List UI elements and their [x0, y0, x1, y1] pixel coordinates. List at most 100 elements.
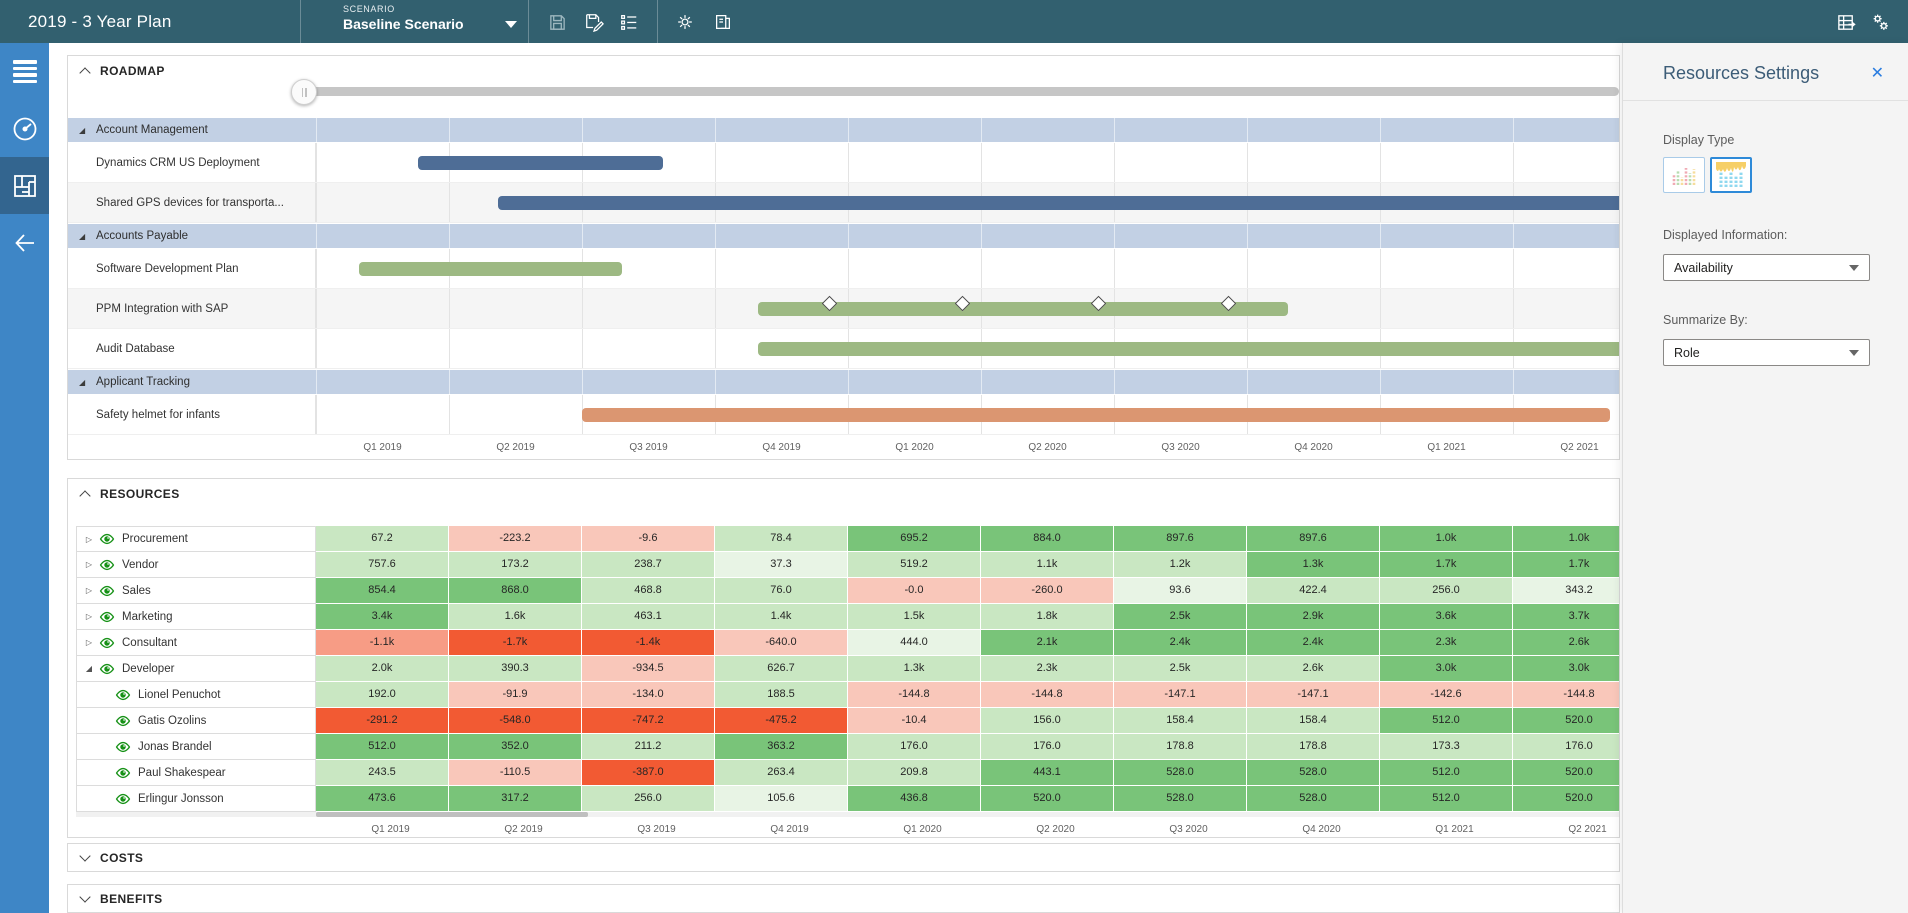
- resource-row[interactable]: ▷ Sales 854.4 868.0 468.8 76.0 -0.0 -260.0 93.6 4…: [76, 578, 1619, 604]
- visibility-toggle[interactable]: [115, 687, 131, 703]
- gantt-task-row[interactable]: PPM Integration with SAP: [68, 289, 1619, 329]
- expand-triangle-icon[interactable]: ▷: [85, 612, 93, 621]
- plan-settings-button[interactable]: [667, 4, 703, 40]
- expand-triangle-icon[interactable]: ▷: [85, 638, 93, 647]
- resource-row[interactable]: ◢ Developer 2.0k 390.3 -934.5 626.7 1.3k 2.3k 2.…: [76, 656, 1619, 682]
- collapse-triangle-icon[interactable]: ◢: [79, 231, 86, 241]
- gantt-rows: ◢ Account Management Dynamics CRM US Deplo…: [68, 117, 1619, 435]
- heatmap-cell: 352.0: [449, 734, 582, 760]
- gantt-timeline: [316, 289, 1619, 328]
- visibility-eye-icon: [99, 611, 115, 622]
- expand-triangle-icon[interactable]: ▷: [85, 534, 93, 544]
- sidebar-item-back[interactable]: [0, 214, 49, 271]
- gantt-bar[interactable]: [757, 302, 1289, 316]
- scenario-value: Baseline Scenario: [343, 16, 464, 32]
- costs-header[interactable]: COSTS: [68, 844, 1619, 871]
- gantt-task-row[interactable]: Dynamics CRM US Deployment: [68, 143, 1619, 183]
- display-type-grid-button[interactable]: [1663, 157, 1705, 193]
- visibility-toggle[interactable]: [99, 635, 115, 651]
- heatmap-cell: 3.0k: [1513, 656, 1619, 682]
- gantt-task-row[interactable]: Shared GPS devices for transporta...: [68, 183, 1619, 223]
- visibility-toggle[interactable]: [99, 531, 115, 547]
- collapse-triangle-icon[interactable]: ◢: [85, 664, 93, 673]
- manage-gears-button[interactable]: [1862, 4, 1898, 40]
- heatmap-cell: -1.7k: [449, 630, 582, 656]
- chevron-down-icon: [1849, 349, 1859, 356]
- resource-row[interactable]: Gatis Ozolins -291.2 -548.0 -747.2 -475.2 -10…: [76, 708, 1619, 734]
- summarize-by-dropdown[interactable]: Role: [1663, 339, 1870, 366]
- gantt-bar[interactable]: [418, 156, 664, 170]
- copy-plan-button[interactable]: [705, 4, 741, 40]
- gantt-task-row[interactable]: Audit Database: [68, 329, 1619, 369]
- resource-row[interactable]: Erlingur Jonsson 473.6 317.2 256.0 105.6 436.…: [76, 786, 1619, 812]
- visibility-eye-icon: [99, 585, 115, 596]
- gantt-timeline: [316, 329, 1619, 368]
- heatmap-cell: -475.2: [715, 708, 848, 734]
- roadmap-header[interactable]: ROADMAP: [80, 64, 165, 78]
- expand-triangle-icon[interactable]: ▷: [85, 586, 93, 595]
- benefits-header[interactable]: BENEFITS: [68, 885, 1619, 912]
- sidebar-item-dashboard[interactable]: [0, 100, 49, 157]
- sidebar-item-plan-detail[interactable]: [0, 157, 49, 214]
- gantt-task-row[interactable]: Safety helmet for infants: [68, 395, 1619, 435]
- visibility-toggle[interactable]: [115, 791, 131, 807]
- visibility-toggle[interactable]: [115, 739, 131, 755]
- expand-chevron-icon: [80, 893, 91, 904]
- gantt-task-row[interactable]: Software Development Plan: [68, 249, 1619, 289]
- heatmap-cell: 868.0: [449, 578, 582, 604]
- topbar: 2019 - 3 Year Plan SCENARIO Baseline Sce…: [0, 0, 1908, 43]
- resource-row[interactable]: ▷ Marketing 3.4k 1.6k 463.1 1.4k 1.5k 1.8k 2.5k 2…: [76, 604, 1619, 630]
- resource-row[interactable]: ▷ Procurement 67.2 -223.2 -9.6 78.4 695.2 884.0…: [76, 526, 1619, 552]
- save-as-icon: [586, 14, 604, 32]
- grid-export-button[interactable]: [1828, 4, 1864, 40]
- heatmap-cell: 897.6: [1247, 526, 1380, 552]
- visibility-toggle[interactable]: [99, 557, 115, 573]
- gantt-group-row[interactable]: ◢ Account Management: [68, 117, 1619, 143]
- heatmap-cell: 2.6k: [1513, 630, 1619, 656]
- visibility-toggle[interactable]: [115, 713, 131, 729]
- heatmap-cell: -144.8: [981, 682, 1114, 708]
- resources-header[interactable]: RESOURCES: [80, 487, 180, 501]
- heatmap-cell: 76.0: [715, 578, 848, 604]
- gantt-group-row[interactable]: ◢ Applicant Tracking: [68, 369, 1619, 395]
- visibility-toggle[interactable]: [99, 609, 115, 625]
- heatmap-cell: -144.8: [848, 682, 981, 708]
- horizontal-scrollbar[interactable]: [76, 812, 1619, 817]
- scenario-list-button[interactable]: [611, 4, 647, 40]
- save-button[interactable]: [539, 4, 575, 40]
- visibility-toggle[interactable]: [115, 765, 131, 781]
- heatmap-cell: -1.1k: [316, 630, 449, 656]
- sidebar-item-menu[interactable]: [0, 43, 49, 100]
- scrollbar-thumb[interactable]: [316, 812, 588, 817]
- heatmap-cell: 422.4: [1247, 578, 1380, 604]
- heatmap-cell: 256.0: [582, 786, 715, 812]
- heatmap-cell: 105.6: [715, 786, 848, 812]
- visibility-toggle[interactable]: [99, 661, 115, 677]
- gantt-bar[interactable]: [498, 196, 1619, 210]
- displayed-information-dropdown[interactable]: Availability: [1663, 254, 1870, 281]
- save-as-button[interactable]: [576, 4, 612, 40]
- resource-row[interactable]: ▷ Vendor 757.6 173.2 238.7 37.3 519.2 1.1k 1.2k 1…: [76, 552, 1619, 578]
- timeline-zoom-track[interactable]: [304, 87, 1619, 96]
- close-icon[interactable]: ✕: [1870, 65, 1884, 82]
- gantt-bar[interactable]: [582, 408, 1611, 422]
- collapse-triangle-icon[interactable]: ◢: [79, 125, 86, 135]
- display-type-heatmap-button[interactable]: [1710, 157, 1752, 193]
- scenario-dropdown[interactable]: SCENARIO Baseline Scenario: [343, 4, 523, 32]
- heatmap-cell: 243.5: [316, 760, 449, 786]
- resource-name: Gatis Ozolins: [138, 714, 207, 727]
- expand-triangle-icon[interactable]: ▷: [85, 560, 93, 569]
- sidebar: [0, 43, 49, 913]
- visibility-toggle[interactable]: [99, 583, 115, 599]
- axis-quarter-label: Q1 2019: [371, 824, 410, 835]
- gantt-bar[interactable]: [358, 262, 622, 276]
- resource-row[interactable]: Jonas Brandel 512.0 352.0 211.2 363.2 176.0 17…: [76, 734, 1619, 760]
- collapse-triangle-icon[interactable]: ◢: [79, 377, 86, 387]
- timeline-zoom-handle[interactable]: [291, 79, 317, 105]
- gantt-group-row[interactable]: ◢ Accounts Payable: [68, 223, 1619, 249]
- resource-row[interactable]: Lionel Penuchot 192.0 -91.9 -134.0 188.5 -144…: [76, 682, 1619, 708]
- gantt-timeline: [316, 118, 1619, 142]
- resource-row[interactable]: ▷ Consultant -1.1k -1.7k -1.4k -640.0 444.0 2.1…: [76, 630, 1619, 656]
- gantt-bar[interactable]: [757, 342, 1619, 356]
- resource-row[interactable]: Paul Shakespear 243.5 -110.5 -387.0 263.4 209…: [76, 760, 1619, 786]
